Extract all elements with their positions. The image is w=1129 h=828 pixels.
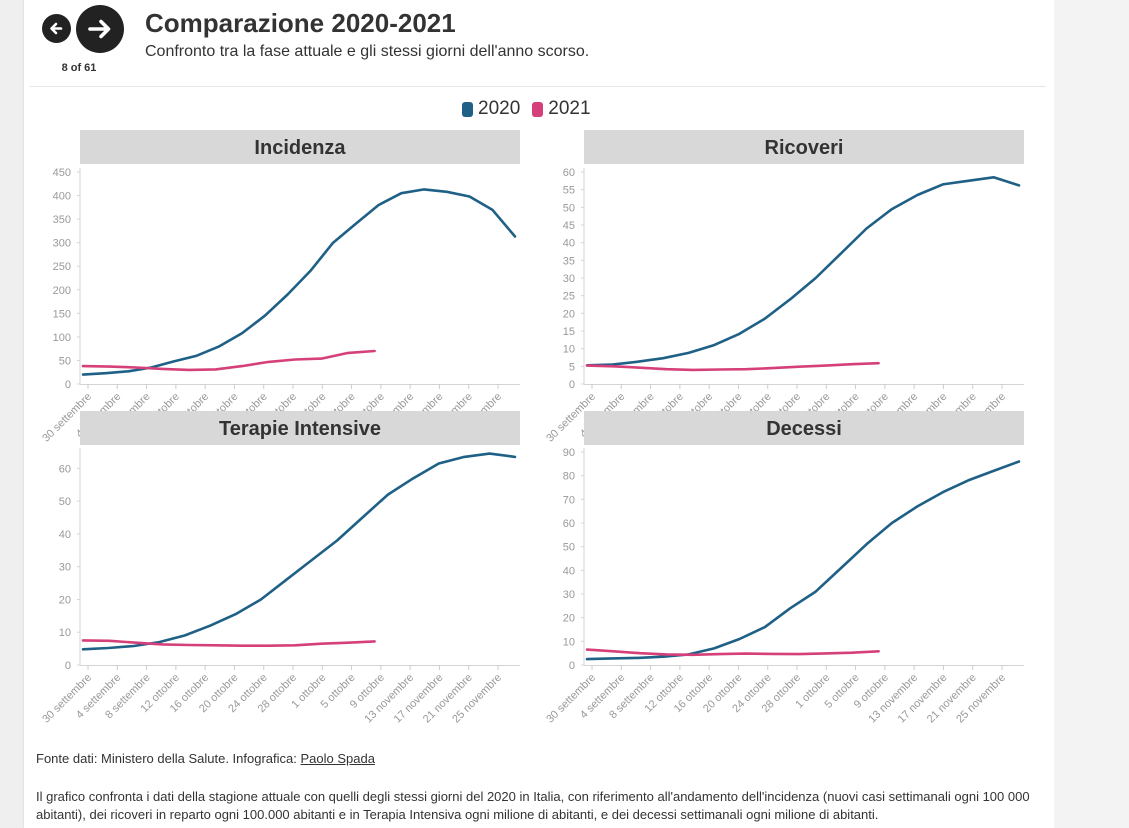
header-divider [30,86,1046,87]
page-subtitle: Confronto tra la fase attuale e gli stes… [145,43,590,60]
series-line-2021-terapie-intensive [81,639,376,647]
y-tick-label-incidenza: 150 [53,308,71,320]
y-tick-label-terapie-intensive: 40 [59,529,71,541]
author-link[interactable]: Paolo Spada [300,751,375,766]
y-tick-label-ricoveri: 50 [563,202,575,214]
side-scroll-rail [1054,0,1129,828]
next-slide-button[interactable] [76,5,124,53]
y-tick-label-ricoveri: 5 [569,361,575,373]
chart-title-incidenza: Incidenza [254,137,346,159]
y-tick-label-ricoveri: 10 [563,344,575,356]
y-tick-label-decessi: 20 [563,613,575,625]
chart-title-decessi: Decessi [766,418,842,440]
chart-legend: 2020 2021 [462,97,603,121]
y-tick-label-ricoveri: 35 [563,255,575,267]
arrow-left-icon [50,22,63,35]
series-line-2020-incidenza [81,188,517,376]
y-tick-label-ricoveri: 30 [563,273,575,285]
y-tick-label-ricoveri: 15 [563,326,575,338]
previous-slide-button[interactable] [42,14,71,43]
y-tick-label-terapie-intensive: 60 [59,463,71,475]
y-tick-label-ricoveri: 20 [563,308,575,320]
y-tick-label-decessi: 0 [569,660,575,672]
y-tick-label-decessi: 10 [563,636,575,648]
source-line: Fonte dati: Ministero della Salute. Info… [36,751,375,766]
source-text: Fonte dati: Ministero della Salute. Info… [36,751,301,766]
y-tick-label-ricoveri: 55 [563,185,575,197]
arrow-right-icon [88,19,111,39]
legend-item-2021: 2021 [532,98,591,120]
y-tick-label-terapie-intensive: 20 [59,594,71,606]
y-tick-label-incidenza: 0 [65,379,71,391]
chart-header-decessi [584,411,1024,445]
series-line-2020-ricoveri [585,176,1021,367]
y-tick-label-terapie-intensive: 30 [59,562,71,574]
y-tick-label-terapie-intensive: 10 [59,627,71,639]
y-tick-label-incidenza: 100 [53,332,71,344]
chart-title-ricoveri: Ricoveri [765,137,844,159]
chart-description: Il grafico confronta i dati della stagio… [36,789,1030,822]
y-tick-label-terapie-intensive: 0 [65,660,71,672]
y-tick-label-incidenza: 300 [53,238,71,250]
y-tick-label-decessi: 90 [563,447,575,459]
y-tick-label-incidenza: 400 [53,191,71,203]
chart-header-terapie-intensive [80,411,520,445]
y-tick-label-ricoveri: 45 [563,220,575,232]
legend-label-2021: 2021 [548,98,591,119]
series-line-2021-incidenza [81,349,376,372]
y-tick-label-decessi: 50 [563,542,575,554]
y-tick-label-decessi: 70 [563,494,575,506]
y-tick-label-terapie-intensive: 50 [59,496,71,508]
y-tick-label-decessi: 30 [563,589,575,601]
legend-item-2020: 2020 [462,98,520,120]
y-tick-label-ricoveri: 60 [563,167,575,179]
legend-swatch-2020 [462,101,473,117]
y-tick-label-ricoveri: 0 [569,379,575,391]
series-line-2021-ricoveri [585,361,880,372]
series-line-2021-decessi [585,648,880,657]
chart-header-ricoveri [584,130,1024,164]
y-tick-label-incidenza: 200 [53,285,71,297]
y-tick-label-incidenza: 450 [53,167,71,179]
y-tick-label-incidenza: 250 [53,261,71,273]
chart-header-incidenza [80,130,520,164]
y-tick-label-decessi: 60 [563,518,575,530]
page-title: Comparazione 2020-2021 [145,8,456,38]
y-tick-label-ricoveri: 40 [563,238,575,250]
y-tick-label-decessi: 80 [563,471,575,483]
y-tick-label-incidenza: 350 [53,214,71,226]
y-tick-label-incidenza: 50 [59,355,71,367]
legend-label-2020: 2020 [478,98,521,119]
chart-title-terapie-intensive: Terapie Intensive [219,418,381,440]
series-line-2020-decessi [585,460,1021,661]
y-tick-label-decessi: 40 [563,565,575,577]
series-line-2020-terapie-intensive [81,452,517,651]
slide-counter: 8 of 61 [61,62,97,74]
legend-swatch-2021 [532,101,544,117]
y-tick-label-ricoveri: 25 [563,291,575,303]
